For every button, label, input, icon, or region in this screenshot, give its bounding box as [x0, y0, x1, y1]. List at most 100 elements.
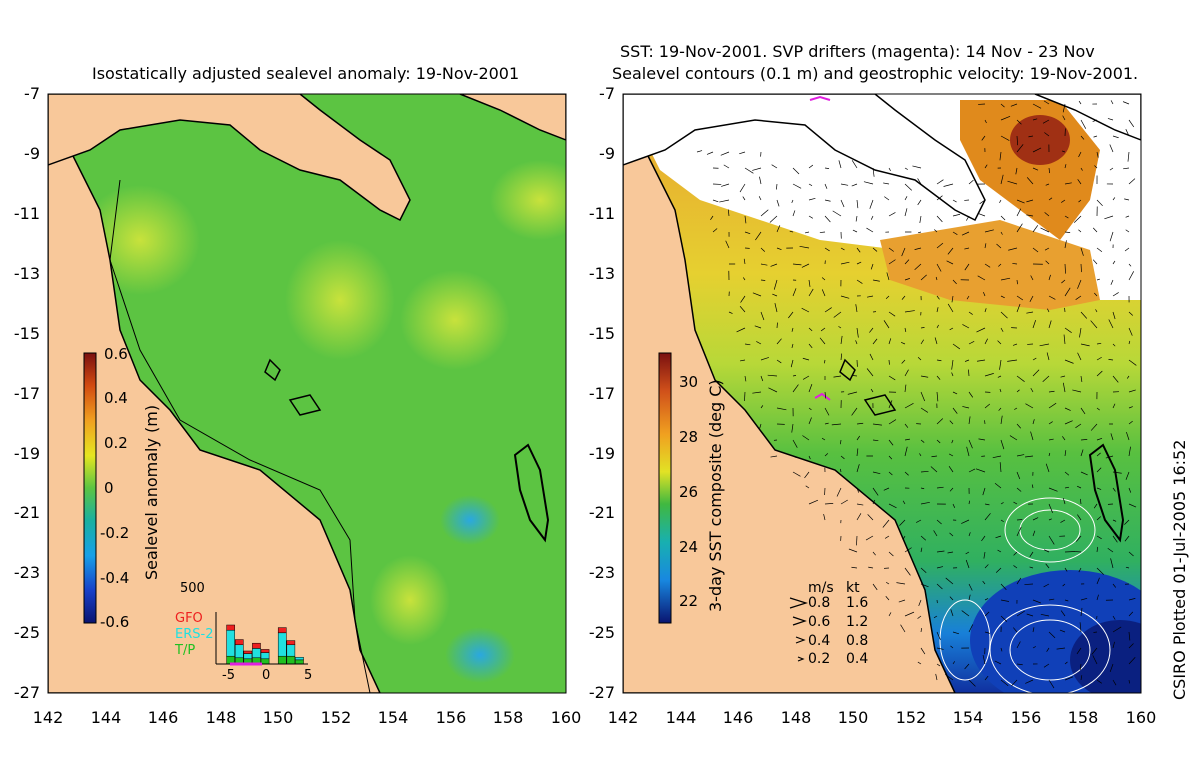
velocity-vector — [999, 462, 1002, 473]
velocity-vector — [999, 359, 1002, 370]
velocity-vector — [984, 164, 988, 169]
velocity-vector — [975, 468, 986, 473]
velocity-vector — [936, 566, 944, 569]
velocity-vector — [739, 359, 746, 362]
velocity-vector — [1112, 471, 1122, 474]
velocity-vector — [945, 577, 954, 585]
velocity-vector — [1124, 535, 1130, 542]
velocity-vector — [1064, 287, 1071, 297]
velocity-vector — [1045, 260, 1050, 265]
velocity-vector — [739, 306, 746, 313]
velocity-vector — [951, 439, 954, 444]
velocity-vector — [1112, 375, 1119, 383]
velocity-vector — [920, 274, 927, 281]
velocity-vector — [1073, 551, 1082, 553]
velocity-vector — [1078, 199, 1082, 203]
velocity-vector — [1032, 517, 1039, 521]
velocity-vector — [1048, 390, 1055, 393]
velocity-vector — [883, 487, 890, 491]
velocity-vector — [999, 151, 1002, 161]
velocity-vector — [1048, 421, 1053, 425]
velocity-vector — [1079, 327, 1082, 338]
velocity-vector — [804, 231, 810, 234]
x-tick: 156 — [1010, 708, 1042, 727]
velocity-vector — [1032, 225, 1039, 233]
velocity-vector — [1080, 135, 1085, 140]
velocity-vector — [883, 182, 890, 185]
arrow-0.4 — [795, 636, 806, 644]
velocity-vector — [968, 500, 970, 505]
velocity-vector — [1040, 613, 1050, 617]
velocity-legend-arrows — [789, 597, 809, 662]
new-guinea-land — [48, 94, 411, 222]
velocity-vector — [949, 596, 954, 601]
y-tick: -13 — [588, 264, 615, 283]
velocity-vector — [1128, 420, 1133, 425]
velocity-vector — [1064, 407, 1071, 411]
velocity-vector — [1080, 607, 1083, 617]
y-tick: -7 — [24, 84, 40, 103]
velocity-vector — [1125, 566, 1130, 569]
velocity-vector — [943, 183, 954, 187]
velocity-vector — [756, 341, 762, 345]
velocity-vector — [1110, 100, 1114, 105]
velocity-vector — [808, 197, 816, 201]
velocity-vector — [968, 532, 971, 537]
velocity-vector — [1125, 229, 1130, 233]
velocity-vector — [936, 486, 944, 489]
velocity-vector — [1062, 382, 1066, 393]
velocity-vector — [768, 387, 778, 393]
velocity-vector — [869, 199, 874, 209]
y-tick: -19 — [13, 444, 40, 463]
velocity-vector — [904, 196, 908, 201]
velocity-vector — [904, 611, 915, 617]
velocity-vector — [997, 549, 1002, 553]
velocity-vector — [840, 199, 845, 208]
velocity-vector — [1012, 263, 1018, 265]
velocity-vector — [888, 259, 896, 265]
velocity-vector — [984, 675, 989, 681]
velocity-vector — [1011, 679, 1018, 687]
sla-map-frame — [47, 93, 567, 694]
velocity-vector — [916, 519, 922, 523]
velocity-vector — [1092, 259, 1098, 265]
velocity-vector — [1062, 115, 1066, 121]
velocity-vector — [808, 288, 814, 297]
velocity-vector — [855, 304, 858, 313]
histogram-bar-gfo — [286, 640, 296, 646]
velocity-vector — [1080, 119, 1087, 129]
velocity-vector — [740, 295, 746, 303]
geostrophic-velocity-vectors — [696, 100, 1137, 689]
sla-colorbar-label: Sealevel anomaly (m) — [142, 404, 161, 580]
velocity-vector — [1048, 197, 1053, 201]
velocity-vector — [856, 435, 861, 441]
velocity-vector — [865, 535, 874, 541]
velocity-vector — [1061, 199, 1066, 203]
velocity-vector — [789, 230, 794, 233]
velocity-vector — [945, 674, 954, 681]
velocity-vector — [888, 471, 893, 476]
velocity-vector — [1016, 577, 1022, 585]
x-tick: 142 — [32, 708, 64, 727]
velocity-vector — [1064, 450, 1067, 457]
velocity-vector — [742, 277, 746, 281]
velocity-vector — [1128, 406, 1133, 409]
colorbar-tick: -0.6 — [100, 613, 130, 631]
histogram-bar-gfo — [277, 627, 287, 634]
velocity-vector — [1000, 116, 1011, 121]
velocity-vector — [760, 375, 764, 382]
velocity-vector — [1080, 407, 1086, 415]
velocity-vector — [1046, 352, 1050, 361]
velocity-vector — [902, 500, 906, 505]
velocity-vector — [808, 499, 819, 505]
velocity-vector — [1000, 135, 1010, 141]
velocity-vector — [1108, 319, 1114, 329]
velocity-vector — [1124, 247, 1130, 252]
velocity-vector — [759, 423, 762, 429]
sealevel-contour — [1004, 497, 1096, 563]
velocity-vector — [744, 231, 751, 235]
velocity-vector — [1048, 679, 1055, 689]
velocity-vector — [1094, 165, 1098, 169]
sst-warm-band — [880, 220, 1100, 310]
velocity-vector — [968, 416, 971, 425]
